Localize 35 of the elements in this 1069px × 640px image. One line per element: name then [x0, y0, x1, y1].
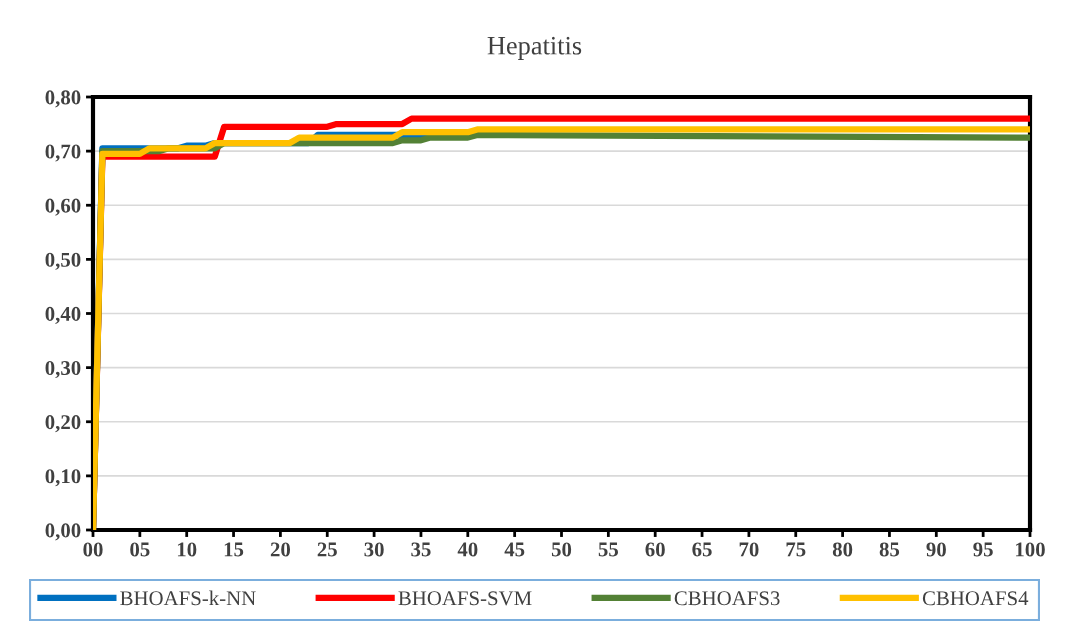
legend-label: BHOAFS-SVM	[398, 591, 532, 606]
x-tick-label: 00	[83, 542, 103, 557]
x-tick-label: 75	[786, 542, 806, 557]
y-tick-label: 0,10	[45, 469, 81, 487]
x-tick-label: 10	[177, 542, 197, 557]
x-tick-label: 90	[926, 542, 946, 557]
x-tick-label: 65	[692, 542, 712, 557]
legend-label: CBHOAFS3	[674, 591, 780, 606]
x-tick-label: 100	[1016, 542, 1045, 557]
legend-label: CBHOAFS4	[922, 591, 1029, 606]
y-tick-label: 0,30	[45, 361, 81, 379]
y-tick-label: 0,80	[45, 90, 81, 108]
x-tick-label: 50	[551, 542, 572, 557]
x-tick-label: 15	[224, 542, 244, 557]
y-tick-label: 0,20	[45, 415, 81, 433]
x-tick-label: 80	[832, 542, 853, 557]
y-tick-label: 0,40	[45, 306, 81, 324]
y-tick-label: 0,50	[45, 252, 81, 270]
y-tick-label: 0,00	[45, 523, 81, 541]
x-tick-label: 70	[739, 542, 759, 557]
x-tick-label: 30	[364, 542, 384, 557]
x-tick-label: 05	[130, 542, 150, 557]
x-tick-label: 95	[973, 542, 993, 557]
y-tick-label: 0,60	[45, 198, 81, 216]
chart-title: Hepatitis	[487, 36, 582, 60]
x-tick-label: 45	[504, 542, 525, 557]
x-tick-label: 35	[411, 542, 431, 557]
x-tick-label: 85	[879, 542, 900, 557]
x-tick-label: 55	[598, 542, 618, 557]
x-tick-label: 25	[317, 542, 337, 557]
x-tick-label: 40	[457, 542, 478, 557]
x-tick-label: 20	[270, 542, 291, 557]
y-tick-label: 0,70	[45, 144, 81, 162]
x-tick-label: 60	[645, 542, 665, 557]
legend-label: BHOAFS-k-NN	[120, 590, 256, 606]
